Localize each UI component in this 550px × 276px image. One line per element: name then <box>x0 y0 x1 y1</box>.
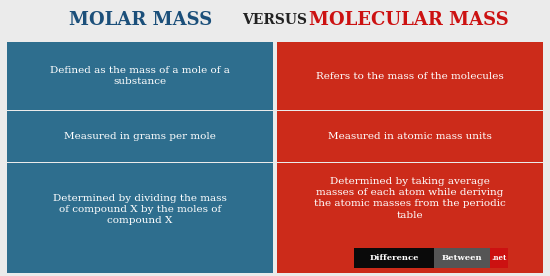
FancyBboxPatch shape <box>277 42 543 110</box>
Text: MOLECULAR MASS: MOLECULAR MASS <box>309 11 509 30</box>
Text: MOLAR MASS: MOLAR MASS <box>69 11 213 30</box>
Text: Measured in grams per mole: Measured in grams per mole <box>64 132 216 141</box>
FancyBboxPatch shape <box>434 248 490 268</box>
Text: Between: Between <box>442 254 482 262</box>
FancyBboxPatch shape <box>354 248 434 268</box>
FancyBboxPatch shape <box>490 248 508 268</box>
Text: Refers to the mass of the molecules: Refers to the mass of the molecules <box>316 71 504 81</box>
Text: Determined by taking average
masses of each atom while deriving
the atomic masse: Determined by taking average masses of e… <box>314 177 506 219</box>
FancyBboxPatch shape <box>7 42 273 110</box>
FancyBboxPatch shape <box>7 111 273 162</box>
FancyBboxPatch shape <box>7 163 273 273</box>
Text: Defined as the mass of a mole of a
substance: Defined as the mass of a mole of a subst… <box>50 66 230 86</box>
FancyBboxPatch shape <box>277 111 543 162</box>
Text: Difference: Difference <box>370 254 419 262</box>
Text: Determined by dividing the mass
of compound X by the moles of
compound X: Determined by dividing the mass of compo… <box>53 194 227 225</box>
FancyBboxPatch shape <box>277 163 543 273</box>
Text: .net: .net <box>491 254 507 262</box>
Text: Measured in atomic mass units: Measured in atomic mass units <box>328 132 492 141</box>
Text: VERSUS: VERSUS <box>243 14 307 27</box>
